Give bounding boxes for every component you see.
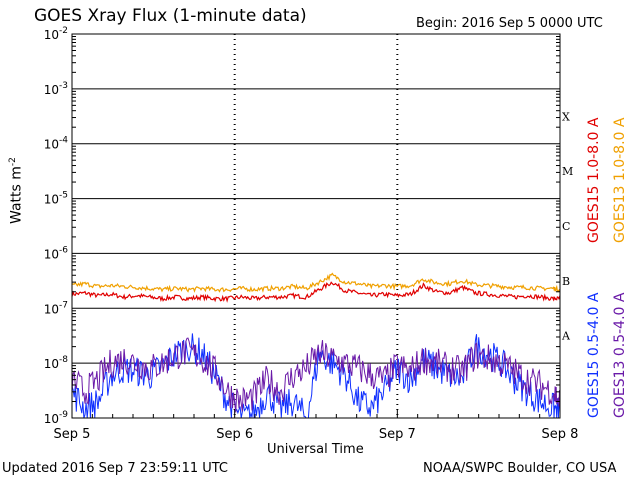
y-tick-label: 10-5 bbox=[44, 191, 68, 207]
y-tick-label: 10-8 bbox=[44, 355, 69, 371]
series-line bbox=[71, 333, 561, 419]
legend-entry: GOES13 0.5-4.0 A bbox=[612, 292, 628, 418]
y-tick-label-base: 10 bbox=[44, 138, 59, 152]
y-tick-label-base: 10 bbox=[44, 193, 59, 207]
credit-text: NOAA/SWPC Boulder, CO USA bbox=[423, 461, 617, 476]
flare-class-label: C bbox=[562, 220, 570, 233]
y-tick-label: 10-4 bbox=[44, 136, 69, 152]
y-tick-label-base: 10 bbox=[44, 83, 59, 97]
series-line bbox=[71, 281, 561, 303]
y-tick-label: 10-9 bbox=[44, 410, 69, 426]
flare-class-label: X bbox=[562, 110, 570, 123]
legend-entry: GOES13 1.0-8.0 A bbox=[612, 117, 628, 243]
flare-class-label: A bbox=[561, 330, 571, 343]
chart-title: GOES Xray Flux (1-minute data) bbox=[34, 6, 307, 26]
y-tick-label: 10-6 bbox=[44, 245, 69, 261]
series-line bbox=[71, 272, 561, 293]
legend-layer: GOES15 1.0-8.0 A GOES13 1.0-8.0 A GOES15 0… bbox=[586, 117, 628, 418]
y-tick-label: 10-7 bbox=[44, 300, 68, 316]
legend-entry: GOES15 1.0-8.0 A bbox=[586, 117, 602, 243]
axis-layer bbox=[71, 33, 561, 419]
y-tick-label-base: 10 bbox=[44, 302, 59, 316]
y-tick-label-exponent: -6 bbox=[59, 245, 68, 255]
y-tick-label-exponent: -4 bbox=[59, 136, 68, 146]
y-tick-label: 10-3 bbox=[44, 81, 68, 97]
y-tick-label-base: 10 bbox=[44, 412, 59, 426]
series-layer bbox=[71, 272, 561, 419]
x-tick-label: Sep 8 bbox=[542, 427, 579, 442]
y-tick-label-base: 10 bbox=[44, 357, 59, 371]
legend-entry: GOES15 0.5-4.0 A bbox=[586, 292, 602, 418]
x-tick-label: Sep 6 bbox=[216, 427, 253, 442]
y-tick-label-exponent: -5 bbox=[59, 191, 68, 201]
y-tick-label-exponent: -8 bbox=[59, 355, 68, 365]
flare-class-label: M bbox=[562, 165, 573, 178]
y-tick-label-exponent: -7 bbox=[59, 300, 68, 310]
series-line bbox=[71, 337, 561, 413]
flare-class-label: B bbox=[562, 275, 570, 288]
y-tick-label-base: 10 bbox=[44, 28, 59, 42]
updated-timestamp: Updated 2016 Sep 7 23:59:11 UTC bbox=[2, 461, 229, 476]
x-axis-title: Universal Time bbox=[267, 442, 364, 457]
y-tick-label-exponent: -9 bbox=[59, 410, 68, 420]
y-tick-label-base: 10 bbox=[44, 247, 59, 261]
y-tick-label-exponent: -2 bbox=[59, 26, 68, 36]
begin-time: Begin: 2016 Sep 5 0000 UTC bbox=[416, 16, 603, 31]
x-tick-label: Sep 7 bbox=[379, 427, 416, 442]
y-tick-label-exponent: -3 bbox=[59, 81, 68, 91]
x-tick-label: Sep 5 bbox=[54, 427, 91, 442]
y-tick-label: 10-2 bbox=[44, 26, 68, 42]
